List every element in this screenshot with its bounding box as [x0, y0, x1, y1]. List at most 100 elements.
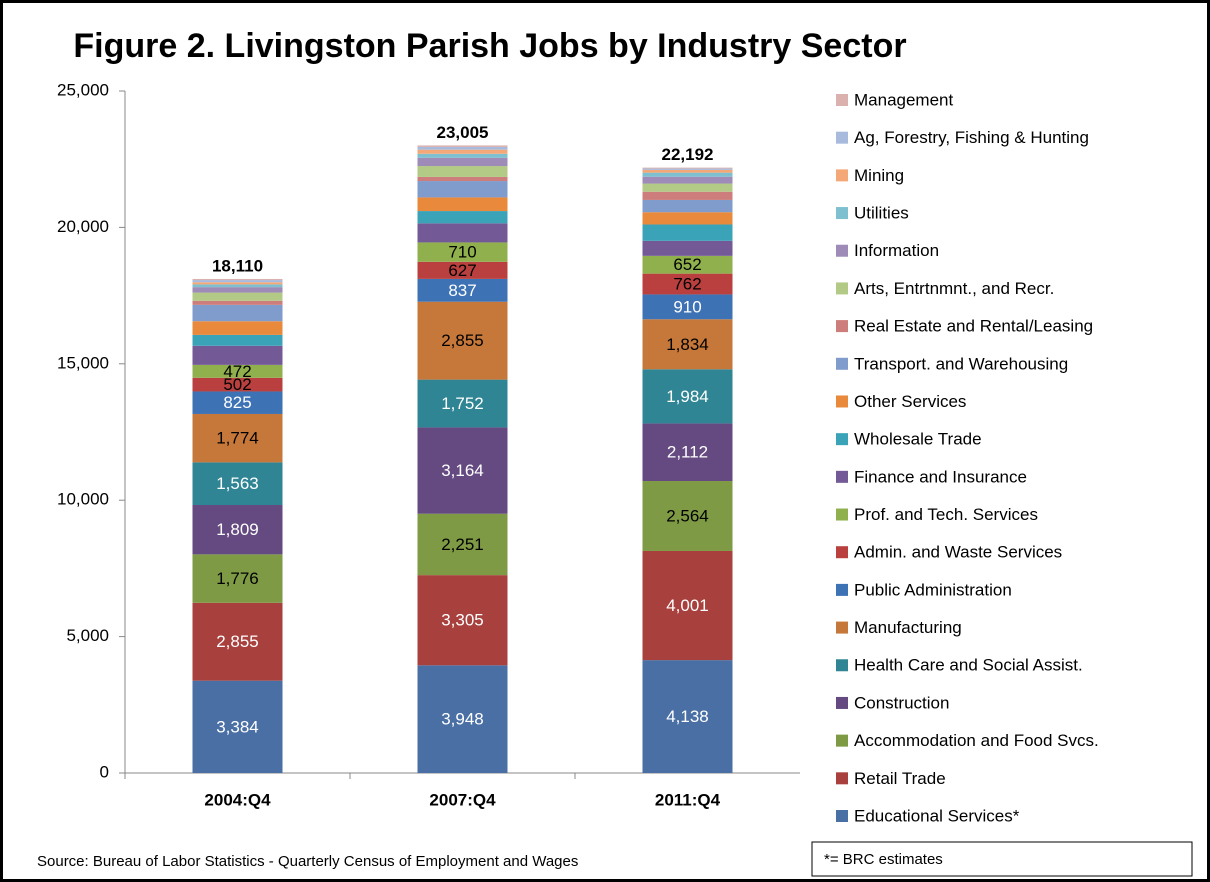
legend-swatch — [836, 583, 848, 596]
bar-segment — [642, 191, 733, 200]
data-label: 472 — [223, 362, 251, 381]
bar-segment — [642, 423, 733, 482]
bar-segment — [642, 319, 733, 370]
bar-segment — [642, 240, 733, 256]
data-label: 2,251 — [441, 535, 484, 554]
legend-swatch — [836, 810, 848, 822]
legend-swatch — [836, 395, 848, 408]
data-label: 1,774 — [216, 429, 259, 448]
total-label: 18,110 — [212, 256, 263, 275]
x-tick-label: 2011:Q4 — [655, 790, 721, 809]
bar-segment — [417, 575, 508, 666]
bar-segment — [417, 176, 508, 182]
bar-segment — [642, 169, 733, 173]
legend-swatch — [836, 659, 848, 672]
x-tick-label: 2004:Q4 — [204, 790, 271, 809]
legend-label: Construction — [854, 693, 949, 712]
legend-label: Mining — [854, 166, 904, 185]
data-label: 1,984 — [666, 387, 709, 406]
legend-swatch — [836, 508, 848, 521]
bar-segment — [192, 345, 283, 365]
data-label: 627 — [448, 261, 476, 280]
bar-segment — [192, 292, 283, 301]
total-label: 22,192 — [662, 145, 714, 164]
legend-label: Utilities — [854, 204, 909, 223]
y-tick-label: 25,000 — [57, 80, 109, 99]
bar-segment — [417, 157, 508, 167]
data-label: 4,138 — [666, 707, 709, 726]
bar-segment — [417, 427, 508, 514]
bar-segment — [417, 146, 508, 150]
bar-segment — [642, 168, 733, 170]
legend-swatch — [836, 94, 848, 106]
bar-segment — [417, 223, 508, 243]
bar-segment — [417, 301, 508, 380]
data-label: 3,948 — [441, 710, 484, 729]
legend-label: Transport. and Warehousing — [854, 354, 1068, 373]
legend-label: Public Administration — [854, 580, 1012, 599]
y-tick-label: 15,000 — [57, 353, 109, 372]
bar-segment — [192, 413, 283, 463]
bar-segment — [417, 166, 508, 177]
legend-swatch — [836, 169, 848, 182]
legend-swatch — [836, 734, 848, 747]
bar-segment — [192, 680, 283, 773]
bar-segment — [192, 364, 283, 378]
bar-segment — [192, 334, 283, 346]
note: *= BRC estimates — [824, 851, 943, 868]
legend-label: Manufacturing — [854, 618, 962, 637]
legend-label: Wholesale Trade — [854, 430, 982, 449]
legend-label: Retail Trade — [854, 769, 946, 788]
legend-label: Management — [854, 90, 954, 109]
data-label: 4,001 — [666, 596, 709, 615]
bar-segment — [192, 602, 283, 681]
y-tick-label: 10,000 — [57, 490, 109, 509]
bar-segment — [417, 145, 508, 147]
legend-label: Health Care and Social Assist. — [854, 656, 1083, 675]
data-label: 1,834 — [666, 335, 709, 354]
bar-segment — [642, 167, 733, 169]
legend-swatch — [836, 207, 848, 220]
legend-label: Ag, Forestry, Fishing & Hunting — [854, 128, 1089, 147]
bar-segment — [417, 211, 508, 224]
data-label: 2,112 — [667, 443, 708, 462]
note-box — [811, 841, 1193, 877]
bar-segment — [417, 153, 508, 158]
legend-swatch — [836, 131, 848, 144]
legend-label: Admin. and Waste Services — [854, 543, 1062, 562]
legend-swatch — [836, 282, 848, 295]
bar-segment — [642, 199, 733, 213]
bar-segment — [192, 282, 283, 285]
bar-segment — [192, 280, 283, 283]
legend-swatch — [836, 772, 848, 785]
data-label: 652 — [673, 255, 701, 274]
data-label: 1,809 — [216, 520, 259, 539]
data-label: 3,384 — [216, 717, 259, 736]
legend-swatch — [836, 546, 848, 559]
bar-segment — [642, 172, 733, 177]
bar-segment — [642, 224, 733, 241]
bar-segment — [642, 550, 733, 661]
legend-label: Real Estate and Rental/Leasing — [854, 317, 1093, 336]
source: Source: Bureau of Labor Statistics - Qua… — [37, 853, 578, 870]
data-label: 2,855 — [441, 331, 484, 350]
legend-label: Other Services — [854, 392, 966, 411]
bar-segment — [642, 212, 733, 225]
data-label: 825 — [223, 393, 251, 412]
bar-segment — [192, 304, 283, 322]
bar-segment — [417, 379, 508, 428]
bar-segment — [192, 462, 283, 506]
bar-segment — [642, 294, 733, 320]
bar-segment — [417, 197, 508, 212]
legend-label: Information — [854, 241, 939, 260]
x-tick-label: 2007:Q4 — [429, 790, 496, 809]
total-label: 23,005 — [437, 123, 489, 142]
legend-swatch — [836, 696, 848, 709]
legend-label: Prof. and Tech. Services — [854, 505, 1038, 524]
legend-label: Arts, Entrtnmnt., and Recr. — [854, 279, 1054, 298]
bar-segment — [642, 369, 733, 424]
bar-segment — [417, 261, 508, 279]
legend-swatch — [836, 244, 848, 257]
data-label: 837 — [448, 281, 476, 300]
